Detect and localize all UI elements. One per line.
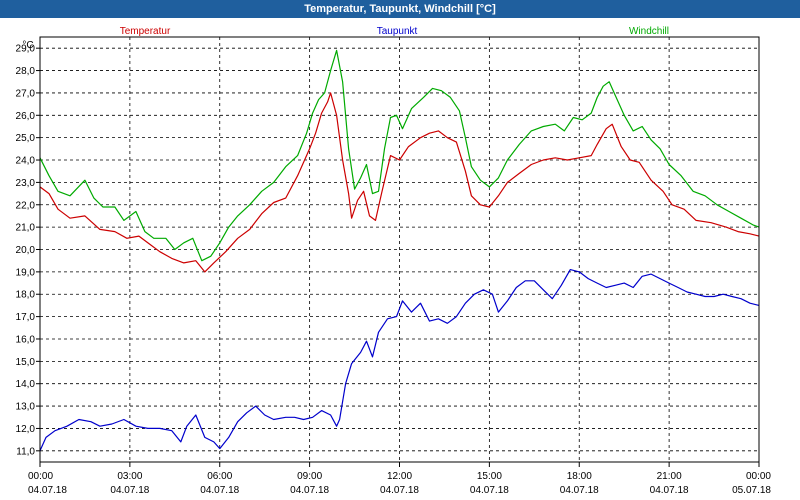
x-tick-date: 04.07.18 [650, 485, 689, 496]
x-tick-time: 18:00 [567, 471, 592, 482]
y-tick-label: 19,0 [16, 267, 36, 278]
x-tick-time: 06:00 [207, 471, 232, 482]
y-tick-label: 17,0 [16, 312, 36, 323]
y-tick-label: 22,0 [16, 200, 36, 211]
y-tick-label: 16,0 [16, 334, 36, 345]
x-tick-time: 00:00 [28, 471, 53, 482]
series-line-taupunkt [39, 269, 760, 452]
y-tick-label: 26,0 [16, 111, 36, 122]
legend-taupunkt: Taupunkt [377, 26, 418, 37]
chart-title: Temperatur, Taupunkt, Windchill [°C] [0, 0, 800, 18]
y-tick-label: 23,0 [16, 178, 36, 189]
x-tick-date: 04.07.18 [470, 485, 509, 496]
x-tick-date: 04.07.18 [560, 485, 599, 496]
x-tick-date: 05.07.18 [732, 485, 771, 496]
x-tick-time: 15:00 [477, 471, 502, 482]
axes [36, 36, 760, 467]
y-tick-label: 28,0 [16, 66, 36, 77]
labels: 11,0 12,0 13,0 14,0 15,0 16,0 17,0 18,0 19,0 20,0… [16, 26, 772, 496]
y-tick-label: 29,0 [16, 44, 36, 55]
y-tick-label: 25,0 [16, 133, 36, 144]
x-tick-date: 04.07.18 [290, 485, 329, 496]
series-line-windchill [39, 49, 760, 262]
y-tick-label: 15,0 [16, 357, 36, 368]
x-tick-date: 04.07.18 [200, 485, 239, 496]
y-tick-label: 14,0 [16, 379, 36, 390]
y-tick-label: 21,0 [16, 223, 36, 234]
y-unit-label: °C [22, 40, 33, 51]
x-tick-date: 04.07.18 [28, 485, 67, 496]
x-tick-time: 03:00 [117, 471, 142, 482]
y-tick-label: 20,0 [16, 245, 36, 256]
legend-temperatur: Temperatur [120, 26, 171, 37]
legend-windchill: Windchill [629, 26, 669, 37]
y-tick-label: 24,0 [16, 156, 36, 167]
x-tick-time: 21:00 [657, 471, 682, 482]
grid [40, 37, 759, 462]
x-tick-time: 00:00 [746, 471, 771, 482]
y-tick-label: 18,0 [16, 290, 36, 301]
y-tick-label: 12,0 [16, 424, 36, 435]
plot-border [39, 36, 760, 463]
x-tick-time: 12:00 [387, 471, 412, 482]
y-tick-label: 11,0 [16, 446, 35, 457]
y-tick-label: 27,0 [16, 88, 36, 99]
x-tick-time: 09:00 [297, 471, 322, 482]
y-tick-label: 13,0 [16, 402, 36, 413]
x-tick-date: 04.07.18 [110, 485, 149, 496]
series-line-temperatur [39, 92, 760, 273]
series-lines [39, 49, 760, 452]
x-tick-date: 04.07.18 [380, 485, 419, 496]
